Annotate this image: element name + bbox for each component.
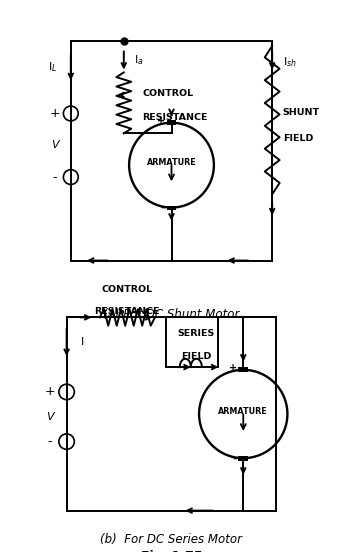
Text: -: - [53,171,57,184]
Bar [167,120,176,125]
Text: ARMATURE: ARMATURE [147,158,196,167]
Text: +: + [229,363,237,373]
Text: SERIES: SERIES [178,330,215,338]
Text: I$_a$: I$_a$ [134,54,144,67]
Text: I$_L$: I$_L$ [48,60,57,74]
Text: FIELD: FIELD [283,134,313,143]
Text: +: + [157,116,165,126]
Text: CONTROL: CONTROL [102,285,153,294]
Bar [238,368,248,372]
Text: -: - [48,435,52,448]
Text: (b)  For DC Series Motor: (b) For DC Series Motor [100,533,243,546]
Text: +: + [45,385,55,399]
Text: V: V [51,140,59,150]
Text: CONTROL: CONTROL [142,89,193,98]
Text: -: - [161,203,165,213]
Bar [167,206,176,210]
Text: ARMATURE: ARMATURE [218,407,268,416]
Text: RESISTANCE: RESISTANCE [95,307,160,316]
Text: (a) For DC Shunt Motor: (a) For DC Shunt Motor [103,308,240,321]
Bar [238,456,248,460]
Text: Fig. 1.75: Fig. 1.75 [141,550,202,552]
Text: SHUNT: SHUNT [283,108,320,116]
Text: I$_{sh}$: I$_{sh}$ [283,55,297,68]
Text: V: V [46,412,54,422]
Text: FIELD: FIELD [181,352,212,360]
Text: RESISTANCE: RESISTANCE [142,113,208,122]
Text: +: + [50,107,60,120]
Text: I: I [80,337,84,347]
Text: -: - [232,454,237,464]
